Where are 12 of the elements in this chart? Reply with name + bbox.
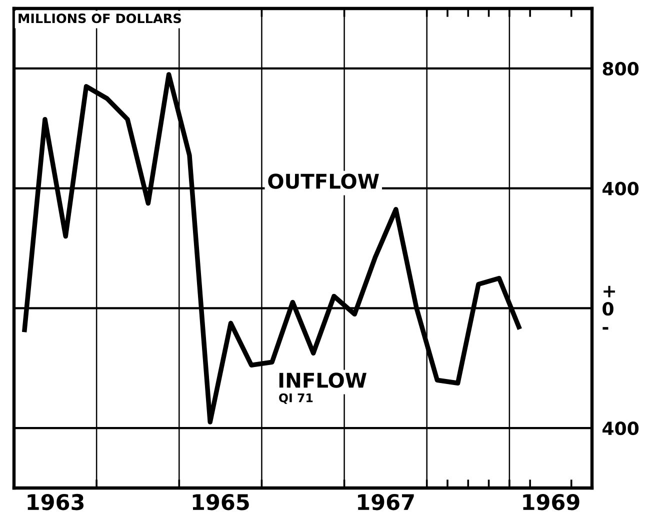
y-tick-label: 800 [602,62,639,76]
y-axis-title: MILLIONS OF DOLLARS [18,14,181,24]
x-tick-label: 1967 [358,494,414,510]
y-tick-label: 400 [602,182,639,196]
x-tick-label: 1965 [192,494,249,510]
x-tick-label: 1969 [523,494,580,510]
y-tick-label: + 0 - [602,286,615,330]
annotation: OUTFLOW [268,174,379,189]
annotation: QI 71 [279,393,313,404]
annotation: INFLOW [279,372,366,388]
y-tick-label: 400 [602,422,639,436]
x-tick-label: 1963 [28,494,84,510]
